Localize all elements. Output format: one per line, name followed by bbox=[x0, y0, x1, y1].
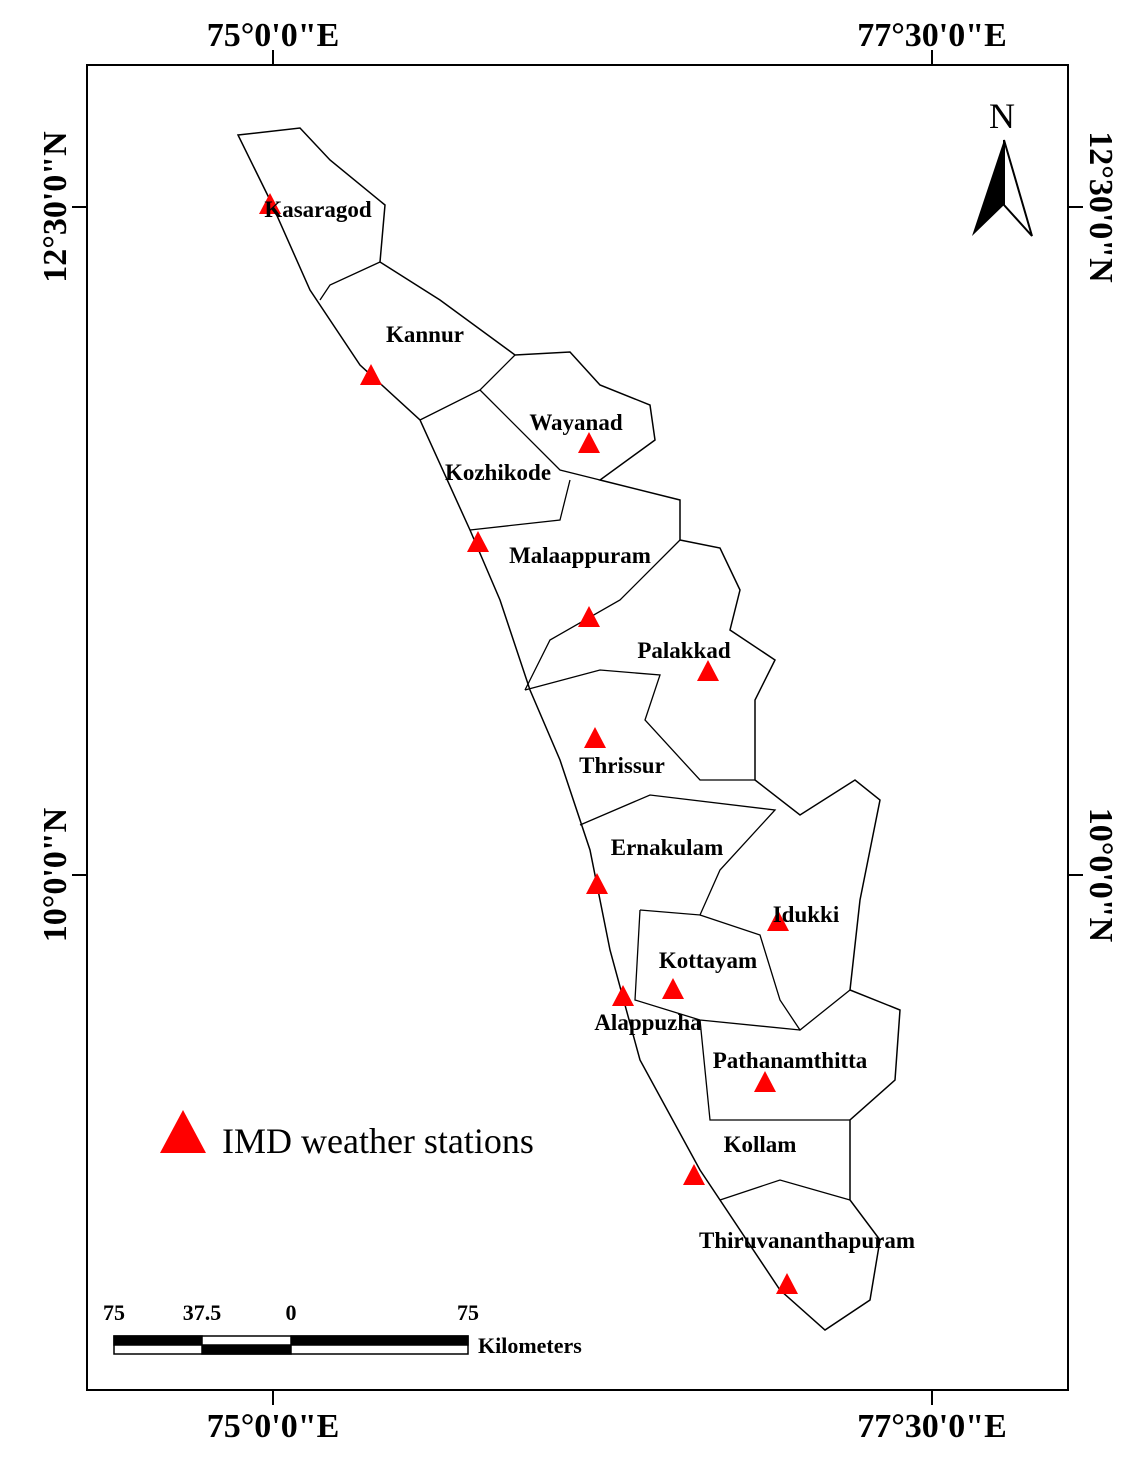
district-label: Alappuzha bbox=[594, 1010, 702, 1035]
scale-label: 75 bbox=[457, 1300, 479, 1325]
station-marker bbox=[662, 978, 684, 999]
scale-label: 75 bbox=[103, 1300, 125, 1325]
map-frame bbox=[86, 64, 1069, 1391]
coord-label: 10°0'0"N bbox=[37, 807, 74, 942]
scale-bar bbox=[113, 1335, 469, 1355]
coord-label: 75°0'0"E bbox=[207, 1408, 340, 1445]
north-arrow bbox=[972, 140, 1004, 236]
district-label: Thiruvananthapuram bbox=[699, 1228, 915, 1253]
station-marker bbox=[578, 432, 600, 453]
scale-label: 0 bbox=[286, 1300, 297, 1325]
station-marker bbox=[586, 873, 608, 894]
station-marker bbox=[697, 660, 719, 681]
graticule-ticks bbox=[72, 50, 1083, 1405]
district-label: Ernakulam bbox=[611, 835, 723, 860]
north-arrow bbox=[1003, 139, 1033, 237]
district-label: Palakkad bbox=[637, 638, 731, 663]
station-marker bbox=[584, 727, 606, 748]
coord-label: 10°0'0"N bbox=[1082, 808, 1119, 943]
district-label: Wayanad bbox=[529, 410, 623, 435]
coord-label: 12°30'0"N bbox=[37, 131, 74, 283]
state-outline bbox=[236, 127, 901, 1331]
district-label: Thrissur bbox=[579, 753, 665, 778]
station-marker bbox=[683, 1164, 705, 1185]
district-label: Kozhikode bbox=[445, 460, 551, 485]
district-label: Idukki bbox=[773, 902, 840, 927]
legend-symbol bbox=[160, 1110, 206, 1153]
station-marker bbox=[578, 606, 600, 627]
coord-label: 75°0'0"E bbox=[207, 17, 340, 54]
district-label: Malaappuram bbox=[509, 543, 651, 568]
station-marker bbox=[259, 193, 281, 214]
district-boundaries bbox=[319, 261, 851, 1201]
coord-label: 12°30'0"N bbox=[1082, 131, 1119, 283]
station-marker bbox=[754, 1071, 776, 1092]
coord-label: 77°30'0"E bbox=[857, 1408, 1007, 1445]
station-marker bbox=[360, 364, 382, 385]
district-label: Kottayam bbox=[659, 948, 757, 973]
scale-unit: Kilometers bbox=[478, 1333, 582, 1358]
station-marker bbox=[612, 985, 634, 1006]
district-label: Kollam bbox=[724, 1132, 797, 1157]
coord-label: 77°30'0"E bbox=[857, 17, 1007, 54]
north-label: N bbox=[989, 96, 1015, 136]
district-label: Pathanamthitta bbox=[713, 1048, 868, 1073]
station-marker bbox=[776, 1273, 798, 1294]
district-label: Kasaragod bbox=[264, 197, 372, 222]
legend-label: IMD weather stations bbox=[222, 1121, 534, 1161]
district-label: Kannur bbox=[386, 322, 464, 347]
scale-label: 37.5 bbox=[183, 1300, 222, 1325]
station-marker bbox=[767, 910, 789, 931]
station-marker bbox=[467, 531, 489, 552]
